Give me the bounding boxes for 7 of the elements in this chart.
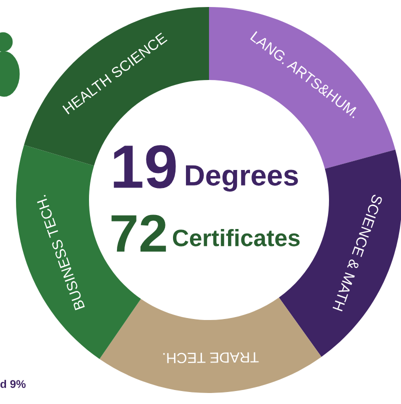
text: d 9%	[0, 380, 26, 388]
slice-label: TRADE TECH.	[163, 352, 259, 364]
text: Degrees	[186, 165, 298, 192]
text: 19	[114, 145, 176, 188]
donut-slice	[100, 298, 322, 393]
text: Certificates	[172, 228, 300, 246]
text: 72	[112, 214, 166, 252]
